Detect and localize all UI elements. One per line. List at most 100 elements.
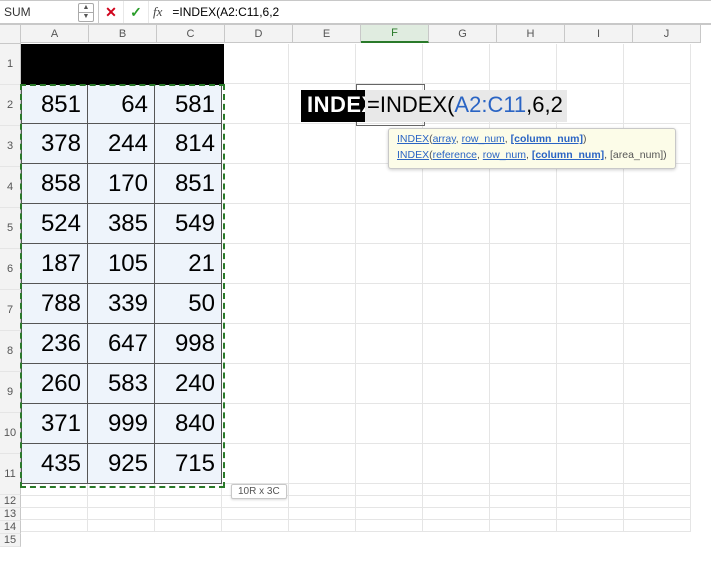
column-header-c[interactable]: C <box>157 25 225 43</box>
cells-area[interactable]: 10R x 3C INDEX =INDEX(A2:C11,6,2 INDEX(a… <box>21 44 691 547</box>
cell[interactable] <box>222 84 289 124</box>
cell[interactable] <box>557 484 624 496</box>
cell[interactable] <box>222 44 289 84</box>
cell[interactable] <box>222 204 289 244</box>
cell[interactable]: 236 <box>21 324 88 364</box>
cell[interactable] <box>624 496 691 508</box>
cell[interactable] <box>289 364 356 404</box>
column-header-g[interactable]: G <box>429 25 497 43</box>
name-box[interactable]: SUM ▲ ▼ <box>0 1 99 23</box>
cell[interactable]: 435 <box>21 444 88 484</box>
row-header-3[interactable]: 3 <box>0 126 21 167</box>
cell[interactable] <box>21 520 88 532</box>
cell[interactable] <box>624 484 691 496</box>
cell[interactable] <box>289 484 356 496</box>
row-header-7[interactable]: 7 <box>0 290 21 331</box>
cell[interactable] <box>222 284 289 324</box>
cell[interactable] <box>557 404 624 444</box>
cell[interactable] <box>356 244 423 284</box>
cell[interactable] <box>423 484 490 496</box>
row-header-8[interactable]: 8 <box>0 331 21 372</box>
cell[interactable] <box>624 508 691 520</box>
active-cell-formula[interactable]: =INDEX(A2:C11,6,2 <box>365 90 567 122</box>
cell[interactable] <box>490 444 557 484</box>
cell[interactable] <box>490 404 557 444</box>
row-header-13[interactable]: 13 <box>0 508 21 521</box>
cell[interactable] <box>222 324 289 364</box>
cell[interactable] <box>423 444 490 484</box>
cell[interactable] <box>21 508 88 520</box>
cell[interactable] <box>289 244 356 284</box>
spreadsheet-grid[interactable]: ABCDEFGHIJ 123456789101112131415 10R x 3… <box>0 24 711 579</box>
cell[interactable] <box>289 496 356 508</box>
cell[interactable] <box>624 84 691 124</box>
cell[interactable] <box>289 164 356 204</box>
confirm-button[interactable]: ✓ <box>124 1 149 23</box>
select-all-corner[interactable] <box>0 25 21 44</box>
cell[interactable] <box>356 44 423 84</box>
column-header-d[interactable]: D <box>225 25 293 43</box>
cell[interactable] <box>88 484 155 496</box>
cell[interactable]: 583 <box>88 364 155 404</box>
stepper-up-icon[interactable]: ▲ <box>79 4 93 13</box>
row-header-5[interactable]: 5 <box>0 208 21 249</box>
cell[interactable] <box>423 204 490 244</box>
cell[interactable] <box>356 444 423 484</box>
cell[interactable] <box>624 284 691 324</box>
column-header-i[interactable]: I <box>565 25 633 43</box>
cell[interactable]: 339 <box>88 284 155 324</box>
cell[interactable] <box>490 324 557 364</box>
row-header-6[interactable]: 6 <box>0 249 21 290</box>
cell[interactable] <box>289 404 356 444</box>
cell[interactable] <box>356 404 423 444</box>
cell[interactable] <box>624 404 691 444</box>
cell[interactable]: 371 <box>21 404 88 444</box>
cell[interactable] <box>624 204 691 244</box>
cell[interactable] <box>356 508 423 520</box>
cell[interactable] <box>423 508 490 520</box>
cell[interactable] <box>624 520 691 532</box>
cell[interactable] <box>289 324 356 364</box>
cell[interactable]: 170 <box>88 164 155 204</box>
row-header-2[interactable]: 2 <box>0 85 21 126</box>
cell[interactable] <box>155 496 222 508</box>
cell[interactable] <box>490 204 557 244</box>
row-header-9[interactable]: 9 <box>0 372 21 413</box>
cell[interactable] <box>356 496 423 508</box>
cell[interactable]: 851 <box>21 84 88 124</box>
cell[interactable] <box>155 484 222 496</box>
cell[interactable] <box>289 520 356 532</box>
cell[interactable]: 64 <box>88 84 155 124</box>
cell[interactable] <box>557 44 624 84</box>
cell[interactable]: 187 <box>21 244 88 284</box>
cell[interactable] <box>289 284 356 324</box>
cell[interactable]: 851 <box>155 164 222 204</box>
cell[interactable] <box>222 444 289 484</box>
cell[interactable] <box>423 324 490 364</box>
cell[interactable]: 378 <box>21 124 88 164</box>
cell[interactable] <box>21 484 88 496</box>
cell[interactable]: 549 <box>155 204 222 244</box>
name-box-stepper[interactable]: ▲ ▼ <box>78 3 94 22</box>
cell[interactable] <box>423 496 490 508</box>
cell[interactable] <box>88 496 155 508</box>
cell[interactable] <box>222 364 289 404</box>
cell[interactable] <box>557 284 624 324</box>
cell[interactable]: 21 <box>155 244 222 284</box>
cell[interactable] <box>356 364 423 404</box>
cell[interactable] <box>356 324 423 364</box>
cell[interactable] <box>356 204 423 244</box>
cell[interactable]: 840 <box>155 404 222 444</box>
cell[interactable] <box>557 444 624 484</box>
cell[interactable]: 581 <box>155 84 222 124</box>
cell[interactable] <box>557 164 624 204</box>
cell[interactable] <box>624 364 691 404</box>
formula-input[interactable]: =INDEX(A2:C11,6,2 <box>168 1 711 23</box>
cell[interactable] <box>356 520 423 532</box>
cell[interactable]: 385 <box>88 204 155 244</box>
row-header-4[interactable]: 4 <box>0 167 21 208</box>
cell[interactable] <box>289 44 356 84</box>
column-header-e[interactable]: E <box>293 25 361 43</box>
column-header-j[interactable]: J <box>633 25 701 43</box>
cell[interactable]: 244 <box>88 124 155 164</box>
